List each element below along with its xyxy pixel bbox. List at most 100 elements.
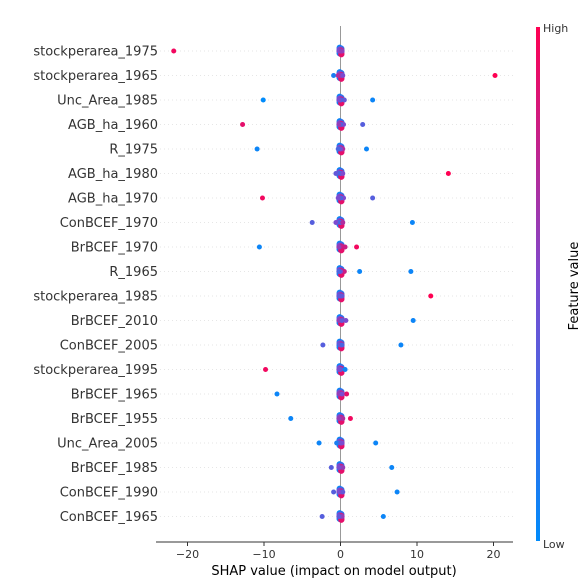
feature-label: R_1965 — [109, 265, 158, 280]
shap-point — [428, 293, 434, 299]
shap-point — [394, 489, 400, 495]
shap-point — [340, 220, 346, 225]
shap-point — [354, 244, 360, 250]
colorbar-low-label: Low — [543, 538, 565, 551]
shap-point — [342, 244, 348, 250]
shap-point — [263, 367, 269, 372]
shap-point — [336, 489, 342, 495]
shap-point — [445, 171, 451, 176]
shap-point — [380, 514, 386, 519]
shap-point — [410, 318, 416, 323]
shap-point — [370, 195, 376, 201]
shap-point — [336, 269, 342, 274]
shap-point — [333, 171, 339, 176]
shap-point — [341, 97, 347, 103]
shap-point — [334, 440, 340, 446]
shap-point — [260, 97, 266, 103]
feature-label: AGB_ha_1960 — [68, 118, 158, 133]
shap-point — [336, 244, 342, 250]
shap-point — [335, 146, 341, 152]
shap-point — [328, 465, 334, 470]
x-tick-label: 0 — [337, 548, 344, 561]
feature-label: AGB_ha_1980 — [68, 167, 158, 182]
points-layer — [171, 44, 498, 523]
shap-point — [340, 73, 346, 78]
feature-label: BrBCEF_1955 — [71, 412, 158, 427]
shap-point — [408, 269, 414, 274]
shap-point — [309, 220, 315, 225]
shap-point — [336, 416, 342, 421]
feature-label: BrBCEF_2010 — [71, 314, 158, 329]
shap-point — [256, 244, 262, 250]
shap-point — [335, 195, 341, 201]
feature-labels: stockperarea_1975 stockperarea_1965 Unc_Ar… — [33, 45, 158, 526]
feature-label: ConBCEF_1970 — [60, 216, 158, 231]
shap-point — [341, 269, 347, 274]
feature-label: ConBCEF_1990 — [60, 486, 158, 501]
x-tick-label: −10 — [252, 548, 275, 561]
x-ticks: −20 −10 0 10 20 — [176, 542, 501, 561]
feature-label: R_1975 — [109, 143, 158, 158]
shap-point — [339, 318, 345, 323]
shap-point — [340, 416, 346, 421]
shap-point — [288, 416, 294, 421]
shap-point — [336, 122, 342, 127]
shap-point — [360, 122, 366, 127]
shap-point — [338, 48, 344, 54]
shap-point — [336, 97, 342, 103]
shap-point — [339, 342, 345, 348]
feature-label: AGB_ha_1970 — [68, 192, 158, 207]
row-gridlines — [156, 50, 513, 517]
feature-label: BrBCEF_1985 — [71, 461, 158, 476]
shap-point — [336, 367, 342, 372]
shap-point — [171, 48, 177, 54]
feature-label: stockperarea_1985 — [33, 290, 158, 305]
shap-point — [339, 440, 345, 446]
colorbar-title: Feature value — [567, 242, 582, 331]
feature-label: stockperarea_1975 — [33, 45, 158, 60]
x-tick-label: 10 — [410, 548, 424, 561]
shap-point — [331, 73, 337, 78]
feature-label: Unc_Area_1985 — [57, 94, 158, 109]
shap-point — [409, 220, 415, 225]
shap-point — [340, 465, 346, 470]
shap-point — [340, 489, 346, 495]
shap-point — [333, 220, 339, 225]
shap-point — [339, 293, 345, 299]
shap-point — [492, 73, 498, 78]
shap-point — [398, 342, 404, 348]
shap-point — [240, 122, 246, 127]
shap-point — [316, 440, 322, 446]
shap-point — [254, 146, 260, 152]
shap-point — [364, 146, 370, 152]
shap-point — [331, 489, 337, 495]
x-tick-label: 20 — [487, 548, 501, 561]
shap-point — [370, 97, 376, 103]
feature-label: stockperarea_1965 — [33, 69, 158, 84]
shap-point — [336, 514, 342, 519]
shap-point — [340, 171, 346, 176]
shap-point — [335, 73, 341, 78]
shap-point — [339, 391, 345, 397]
colorbar — [536, 27, 540, 541]
shap-point — [319, 514, 325, 519]
feature-label: ConBCEF_2005 — [60, 339, 158, 354]
feature-label: ConBCEF_1965 — [60, 510, 158, 525]
shap-point — [347, 416, 353, 421]
feature-label: Unc_Area_2005 — [57, 437, 158, 452]
feature-label: stockperarea_1995 — [33, 363, 158, 378]
shap-point — [274, 391, 280, 397]
shap-point — [357, 269, 363, 274]
shap-point — [344, 391, 350, 397]
shap-point — [336, 465, 342, 470]
feature-label: BrBCEF_1970 — [71, 241, 158, 256]
x-axis-title: SHAP value (impact on model output) — [211, 564, 456, 579]
shap-point — [342, 367, 348, 372]
shap-point — [343, 318, 349, 323]
x-tick-label: −20 — [176, 548, 199, 561]
shap-point — [373, 440, 379, 446]
shap-point — [320, 342, 326, 348]
colorbar-high-label: High — [543, 22, 568, 35]
shap-point — [259, 195, 265, 201]
